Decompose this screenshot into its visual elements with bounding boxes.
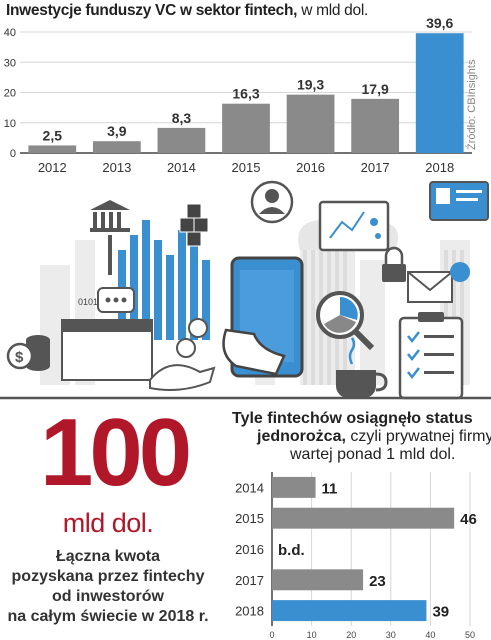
envelope-icon bbox=[407, 271, 453, 303]
vc-bar-chart: 0 10 20 30 40 2,5 2012 3,9 2013 8,3 2014 16,3 2015 19… bbox=[4, 15, 472, 175]
y-tick-label: 2018 bbox=[235, 604, 264, 619]
y-tick-label: 2016 bbox=[235, 542, 264, 557]
x-tick-label: 20 bbox=[346, 630, 356, 640]
unicorn-bar-chart: 0 10 20 30 40 50 2014 11 2015 46 2016 b.d. 2017 23 201… bbox=[235, 472, 477, 640]
x-tick-label: 2018 bbox=[425, 160, 454, 175]
bar bbox=[222, 103, 270, 153]
bar-value-label: 16,3 bbox=[232, 86, 259, 102]
description-line: Łączna kwota bbox=[55, 548, 161, 565]
coffee-cup-icon bbox=[336, 337, 388, 398]
unicorn-title-bold: jednorożca, bbox=[257, 428, 346, 445]
x-tick-label: 30 bbox=[386, 630, 396, 640]
dollar-coin-icon bbox=[6, 342, 34, 370]
y-tick-label: 20 bbox=[4, 88, 16, 100]
bar-value-label: 39 bbox=[432, 604, 449, 621]
x-tick-label: 2015 bbox=[232, 160, 261, 175]
bar bbox=[286, 94, 335, 153]
small-coin-icon bbox=[188, 318, 208, 338]
y-tick-label: 40 bbox=[4, 27, 16, 39]
chat-bubble-icon bbox=[97, 287, 135, 313]
bar bbox=[157, 127, 206, 153]
description-line: od inwestorów bbox=[52, 588, 164, 605]
bar bbox=[351, 98, 400, 153]
calendar-icon bbox=[61, 319, 153, 381]
y-tick-label: 10 bbox=[4, 118, 16, 130]
dollar-sign: $ bbox=[15, 349, 24, 366]
badge-icon bbox=[450, 262, 470, 282]
bar-value-label: 23 bbox=[369, 573, 386, 590]
vc-chart-title: Inwestycje funduszy VC w sektor fintech,… bbox=[6, 2, 368, 20]
bar-value-label: 11 bbox=[322, 480, 338, 497]
bar bbox=[272, 507, 455, 529]
x-tick-label: 0 bbox=[269, 630, 274, 640]
bar-value-label: 8,3 bbox=[172, 110, 192, 126]
bar-value-label: 3,9 bbox=[107, 123, 127, 139]
description-line: pozyskana przez fintechy bbox=[11, 568, 205, 585]
x-tick-label: 2012 bbox=[38, 160, 67, 175]
x-tick-label: 40 bbox=[425, 630, 435, 640]
unicorn-title-line1: Tyle fintechów osiągnęło status bbox=[232, 410, 473, 427]
bar bbox=[28, 145, 77, 153]
headline-number: 100 bbox=[40, 399, 192, 506]
y-tick-label: 30 bbox=[4, 57, 16, 69]
bar-value-label: 17,9 bbox=[362, 81, 389, 97]
padlock-icon bbox=[382, 246, 406, 282]
source-note: Źródło: CBInsights bbox=[466, 59, 478, 150]
vc-chart-title-unit: w mld dol. bbox=[301, 2, 368, 19]
bar bbox=[92, 141, 141, 153]
bar bbox=[272, 569, 364, 591]
x-tick-label: 10 bbox=[307, 630, 317, 640]
vc-chart-title-bold: Inwestycje funduszy VC w sektor fintech, bbox=[6, 2, 298, 19]
hand-icon bbox=[149, 364, 216, 391]
unicorn-title-line2: jednorożca, czyli prywatnej firmy bbox=[257, 428, 491, 446]
id-card-icon bbox=[429, 181, 489, 221]
unicorn-chart-title: Tyle fintechów osiągnęło status jednoroż… bbox=[232, 410, 491, 463]
y-tick-label: 2015 bbox=[235, 511, 264, 526]
headline-unit: mld dol. bbox=[62, 508, 154, 538]
fintech-illustration: 0101000101 $ bbox=[0, 180, 491, 400]
bar bbox=[272, 600, 427, 622]
description-line: na całym świecie w 2018 r. bbox=[7, 608, 209, 625]
y-tick-label: 0 bbox=[10, 148, 16, 160]
small-coin-icon-2 bbox=[176, 338, 196, 358]
avatar-head bbox=[265, 189, 279, 203]
bank-icon bbox=[90, 200, 130, 232]
cubes-icon bbox=[179, 203, 209, 247]
unicorn-title-rest: czyli prywatnej firmy bbox=[345, 428, 491, 445]
bar-value-label: 46 bbox=[460, 511, 477, 528]
x-tick-label: 2017 bbox=[361, 160, 390, 175]
bar-value-label: b.d. bbox=[278, 542, 305, 559]
y-tick-label: 2017 bbox=[235, 573, 264, 588]
x-tick-label: 2013 bbox=[102, 160, 131, 175]
bar bbox=[415, 33, 464, 153]
bar bbox=[272, 476, 316, 498]
hand-holding-phone bbox=[222, 328, 286, 376]
x-tick-label: 50 bbox=[465, 630, 475, 640]
analytics-screen-icon bbox=[318, 200, 390, 252]
headline-description: Łączna kwota pozyskana przez fintechy od… bbox=[0, 547, 216, 627]
unicorn-title-line3: wartej ponad 1 mld dol. bbox=[290, 446, 456, 463]
x-tick-label: 2014 bbox=[167, 160, 196, 175]
bar-value-label: 19,3 bbox=[297, 77, 324, 93]
bar-value-label: 39,6 bbox=[426, 15, 453, 31]
upload-arrow-stem bbox=[108, 235, 112, 275]
x-tick-label: 2016 bbox=[296, 160, 325, 175]
clipboard-checklist-icon bbox=[398, 312, 464, 400]
y-tick-label: 2014 bbox=[235, 480, 264, 495]
magnifier-icon bbox=[316, 291, 375, 351]
bar-value-label: 2,5 bbox=[43, 127, 63, 143]
avatar-body bbox=[259, 207, 285, 214]
